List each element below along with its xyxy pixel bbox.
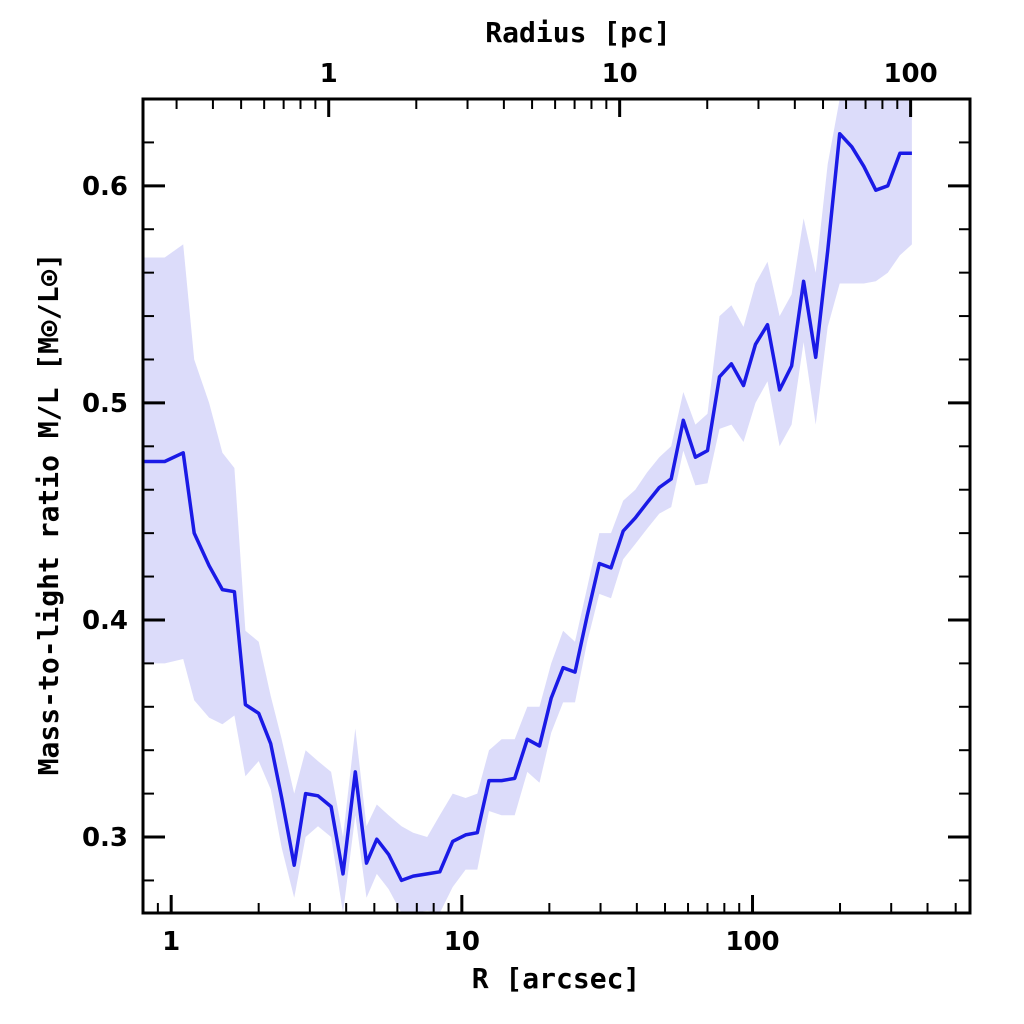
axis-ticks-layer	[142, 98, 970, 913]
uncertainty-band-layer	[143, 99, 912, 913]
top-tick-label: 1	[320, 59, 338, 89]
top-tick-label: 100	[883, 59, 937, 89]
plot-frame	[141, 97, 972, 915]
ml-series-line	[143, 131, 912, 883]
ml-line-layer	[143, 131, 912, 883]
x-tick-label: 100	[725, 927, 779, 957]
uncertainty-band	[143, 99, 912, 913]
x-tick-label: 10	[444, 927, 480, 957]
y-tick-label: 0.3	[82, 823, 128, 853]
top-axis-title: Radius [pc]	[485, 16, 670, 49]
y-tick-label: 0.6	[82, 172, 128, 202]
y-tick-label: 0.5	[82, 389, 128, 419]
y-axis-title: Mass-to-light ratio M/L [M⊙/L⊙]	[32, 253, 65, 776]
top-tick-label: 10	[602, 59, 638, 89]
tick-labels-layer: 1 10 100 1 10 100 0.3 0.4 0.5 0.6	[82, 59, 938, 957]
y-tick-label: 0.4	[82, 606, 128, 636]
x-tick-label: 1	[162, 927, 180, 957]
x-axis-title: R [arcsec]	[472, 962, 641, 995]
